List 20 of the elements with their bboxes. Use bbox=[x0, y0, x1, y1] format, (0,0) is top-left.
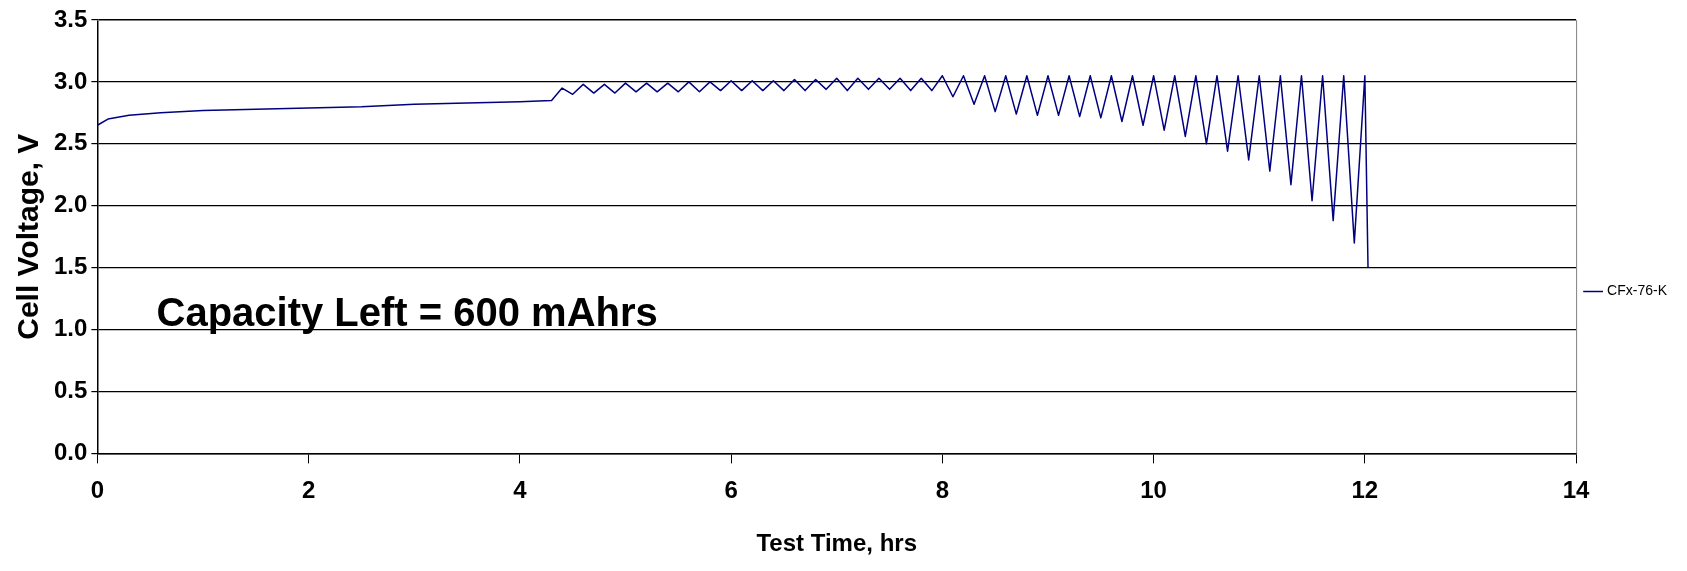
y-tick-label: 2.0 bbox=[53, 190, 88, 218]
y-axis-title: Cell Voltage, V bbox=[11, 133, 45, 340]
x-tick-label: 4 bbox=[513, 476, 528, 504]
y-tick-label: 3.0 bbox=[53, 66, 88, 94]
annotation: Capacity Left = 600 mAhrs bbox=[156, 289, 658, 334]
y-tick-label: 1.0 bbox=[53, 314, 88, 342]
x-tick-label: 0 bbox=[90, 476, 105, 504]
x-tick-label: 6 bbox=[724, 476, 738, 504]
x-tick-label: 2 bbox=[301, 476, 316, 504]
x-tick-label: 8 bbox=[935, 476, 950, 504]
x-tick-label: 14 bbox=[1562, 476, 1591, 504]
y-tick-label: 0.0 bbox=[53, 438, 88, 466]
x-tick-label: 10 bbox=[1140, 476, 1167, 504]
y-tick-label: 3.5 bbox=[53, 4, 88, 32]
y-tick-label: 1.5 bbox=[53, 252, 88, 280]
x-axis-title: Test Time, hrs bbox=[756, 529, 917, 557]
legend-label: CFx-76-K bbox=[1607, 282, 1668, 299]
x-tick-label: 12 bbox=[1351, 476, 1379, 504]
y-tick-label: 0.5 bbox=[53, 376, 88, 404]
y-tick-label: 2.5 bbox=[53, 128, 88, 156]
